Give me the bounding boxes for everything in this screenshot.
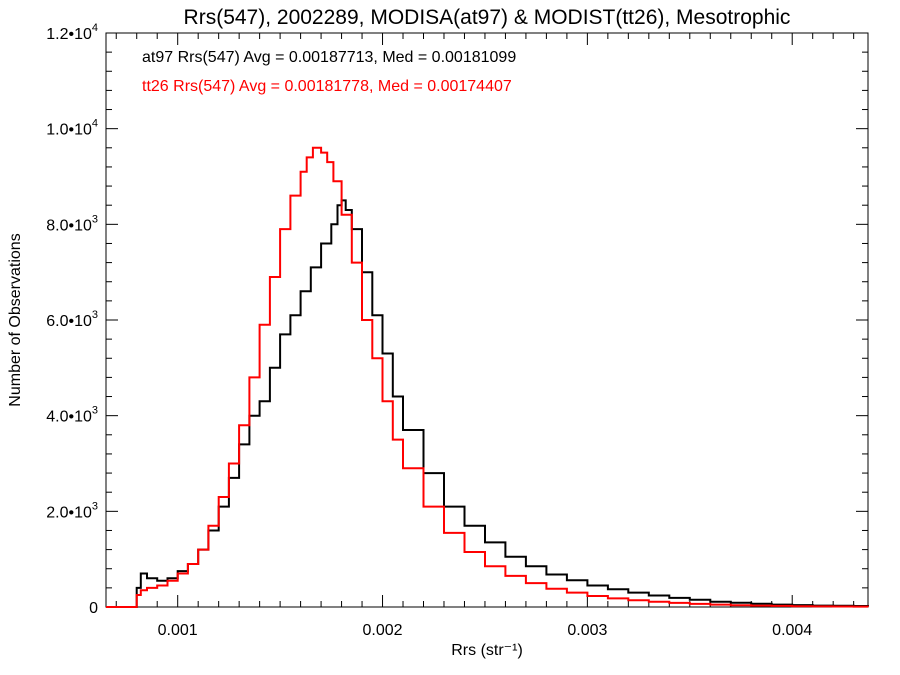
x-tick-label: 0.002: [363, 622, 403, 639]
y-tick-label: 6.0•103: [46, 309, 98, 330]
y-tick-label: 1.0•104: [46, 118, 98, 139]
y-tick-label: 4.0•103: [46, 405, 98, 426]
series-layer: [106, 146, 869, 608]
x-tick-label: 0.001: [158, 622, 198, 639]
series-line-at97: [106, 199, 869, 608]
plot-frame: [105, 32, 869, 608]
chart-title: Rrs(547), 2002289, MODISA(at97) & MODIST…: [184, 6, 791, 29]
y-axis-label: Number of Observations: [7, 233, 24, 406]
x-tick-label: 0.003: [567, 622, 607, 639]
y-tick-label: 0: [89, 600, 98, 617]
annotation-at97: at97 Rrs(547) Avg = 0.00187713, Med = 0.…: [142, 49, 516, 66]
y-tick-label: 2.0•103: [46, 500, 98, 521]
y-tick-label: 8.0•103: [46, 213, 98, 234]
y-axis: 0 2.0•103 4.0•103 6.0•103 8.0•103 1.0•104 1.2•…: [46, 22, 868, 617]
x-axis: 0.001 0.002 0.003 0.004: [115, 33, 855, 639]
y-tick-label: 1.2•104: [46, 22, 98, 43]
x-axis-label: Rrs (str⁻¹): [451, 642, 523, 659]
series-line-tt26: [106, 146, 869, 608]
annotation-tt26: tt26 Rrs(547) Avg = 0.00181778, Med = 0.…: [142, 78, 512, 95]
x-tick-label: 0.004: [772, 622, 812, 639]
